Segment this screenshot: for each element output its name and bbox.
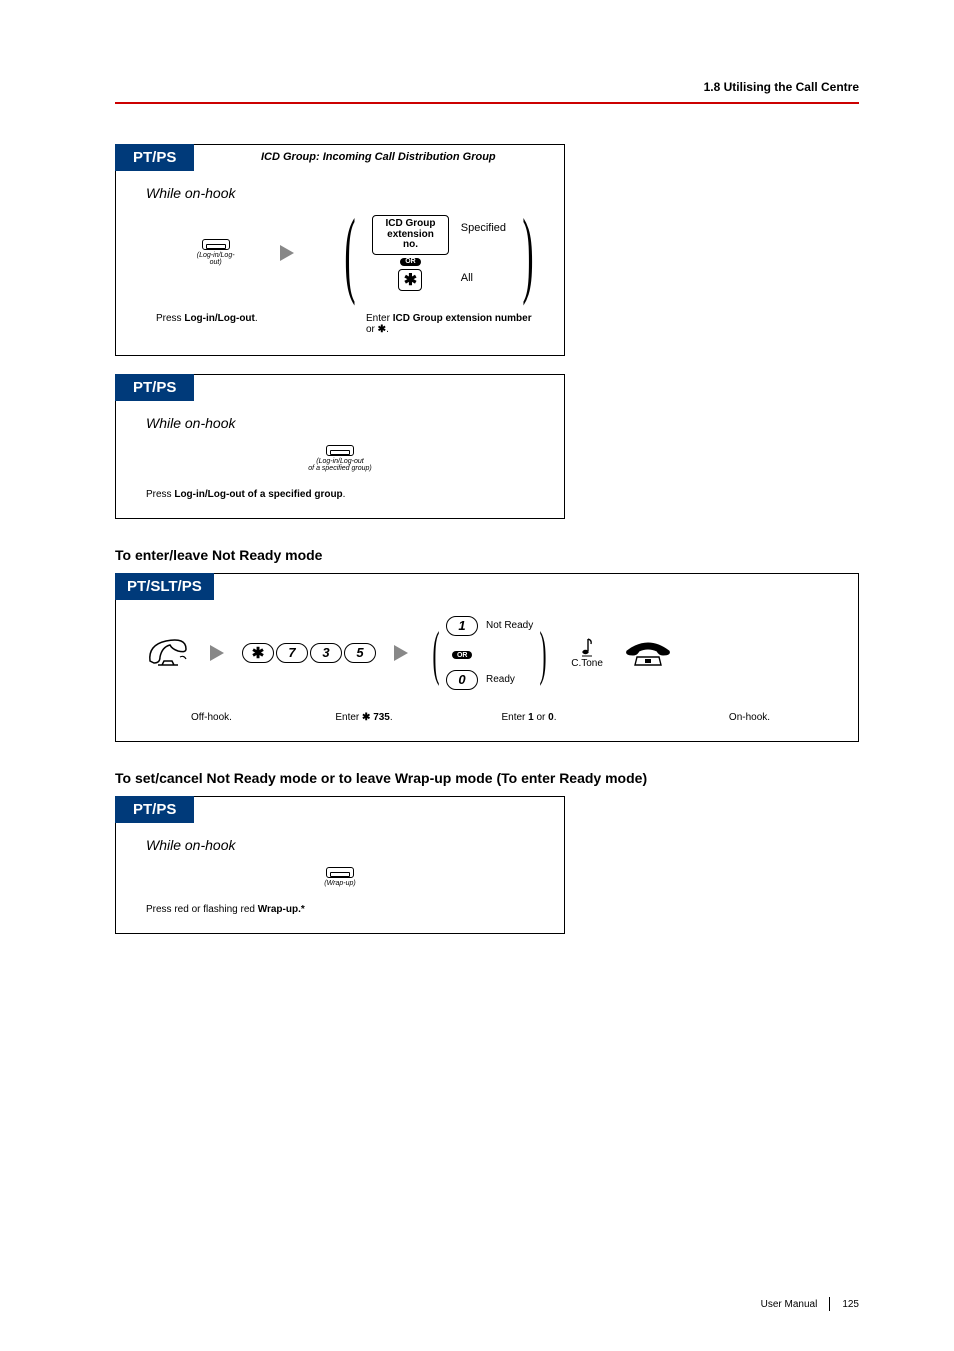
procedure-box-not-ready: PT/SLT/PS ✱ 7 3 5 ( 1: [115, 573, 859, 742]
button-label: (Wrap-up): [324, 880, 356, 887]
label-specified: Specified: [461, 222, 506, 234]
footer-manual-label: User Manual: [761, 1299, 818, 1310]
button-label: (Log-in/Log-out of a specified group): [308, 458, 371, 472]
badge-ptsltps: PT/SLT/PS: [115, 573, 214, 600]
button-login-logout-specified[interactable]: (Log-in/Log-out of a specified group): [308, 445, 371, 472]
key-0[interactable]: 0: [446, 670, 478, 690]
caption-press-specified: Press Log-in/Log-out of a specified grou…: [146, 489, 544, 500]
choice-ready-not-ready: ( 1 Not Ready OR 0 Ready ): [426, 616, 553, 690]
procedure-box-login-logout: PT/PS ICD Group: Incoming Call Distribut…: [115, 144, 565, 356]
arrow-icon: [280, 245, 294, 261]
key-1[interactable]: 1: [446, 616, 478, 636]
caption-offhook: Off-hook.: [144, 712, 279, 723]
note-icon: [578, 636, 596, 658]
key-7[interactable]: 7: [276, 643, 308, 663]
key-star[interactable]: ✱: [242, 643, 274, 663]
caption-enter-icd: Enter ICD Group extension number or ✱.: [366, 313, 532, 335]
header-rule: [115, 102, 859, 104]
caption-onhook: On-hook.: [669, 712, 830, 723]
label-not-ready: Not Ready: [486, 620, 533, 631]
icd-group-line1: ICD Group: [379, 219, 442, 230]
icd-group-line2: extension no.: [379, 230, 442, 251]
footer-page-number: 125: [842, 1299, 859, 1310]
offhook-icon: [144, 635, 192, 671]
badge-ptps: PT/PS: [115, 144, 194, 171]
header-section-title: 1.8 Utilising the Call Centre: [115, 80, 859, 94]
state-on-hook: While on-hook: [146, 415, 564, 431]
choice-icd-group-or-all: ( ICD Group extension no. OR ✱: [334, 211, 544, 295]
or-pill: OR: [452, 651, 473, 659]
page-footer: User Manual 125: [761, 1297, 859, 1311]
caption-enter-1-or-0: Enter 1 or 0.: [449, 712, 609, 723]
confirmation-tone: C.Tone: [571, 636, 603, 669]
state-on-hook: While on-hook: [146, 837, 564, 853]
arrow-icon: [394, 645, 408, 661]
caption-press-login: Press Log-in/Log-out.: [156, 313, 366, 335]
badge-ptps: PT/PS: [115, 796, 194, 823]
or-pill: OR: [400, 258, 421, 266]
key-3[interactable]: 3: [310, 643, 342, 663]
procedure-box-wrapup: PT/PS While on-hook (Wrap-up) Press red …: [115, 796, 565, 934]
caption-press-wrapup: Press red or flashing red Wrap-up.*: [146, 904, 544, 915]
heading-not-ready: To enter/leave Not Ready mode: [115, 547, 859, 563]
button-wrapup[interactable]: (Wrap-up): [324, 867, 356, 887]
label-ready: Ready: [486, 674, 515, 685]
label-all: All: [461, 272, 506, 284]
onhook-icon: [621, 637, 675, 669]
dial-sequence-735[interactable]: ✱ 7 3 5: [242, 643, 376, 663]
key-5[interactable]: 5: [344, 643, 376, 663]
arrow-icon: [210, 645, 224, 661]
button-login-logout[interactable]: (Log-in/Log-out): [191, 239, 240, 266]
badge-ptps: PT/PS: [115, 374, 194, 401]
heading-wrapup: To set/cancel Not Ready mode or to leave…: [115, 770, 859, 786]
caption-enter-735: Enter ✱ 735.: [279, 712, 449, 723]
button-label: (Log-in/Log-out): [191, 252, 240, 266]
procedure-box-login-specified: PT/PS While on-hook (Log-in/Log-out of a…: [115, 374, 565, 519]
procedure-subtitle: ICD Group: Incoming Call Distribution Gr…: [261, 151, 496, 163]
star-key[interactable]: ✱: [398, 269, 422, 291]
